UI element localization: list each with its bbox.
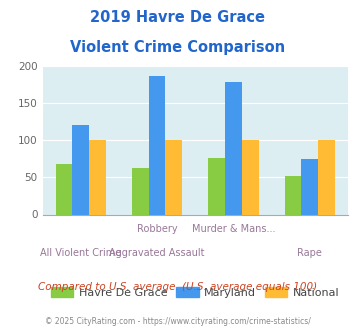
Bar: [56, 164, 72, 214]
Bar: [208, 158, 225, 214]
Legend: Havre De Grace, Maryland, National: Havre De Grace, Maryland, National: [47, 282, 344, 302]
Text: Rape: Rape: [297, 248, 322, 257]
Bar: [225, 82, 242, 214]
Bar: [285, 176, 301, 214]
Bar: [132, 168, 149, 215]
Bar: [149, 76, 165, 214]
Text: © 2025 CityRating.com - https://www.cityrating.com/crime-statistics/: © 2025 CityRating.com - https://www.city…: [45, 317, 310, 326]
Text: Murder & Mans...: Murder & Mans...: [192, 224, 275, 234]
Text: Violent Crime Comparison: Violent Crime Comparison: [70, 40, 285, 54]
Bar: [242, 140, 258, 214]
Text: Aggravated Assault: Aggravated Assault: [109, 248, 205, 257]
Text: 2019 Havre De Grace: 2019 Havre De Grace: [90, 10, 265, 25]
Text: Robbery: Robbery: [137, 224, 178, 234]
Bar: [72, 125, 89, 214]
Text: Compared to U.S. average. (U.S. average equals 100): Compared to U.S. average. (U.S. average …: [38, 282, 317, 292]
Bar: [318, 140, 335, 214]
Bar: [165, 140, 182, 214]
Text: All Violent Crime: All Violent Crime: [40, 248, 121, 257]
Bar: [301, 159, 318, 214]
Bar: [89, 140, 106, 214]
